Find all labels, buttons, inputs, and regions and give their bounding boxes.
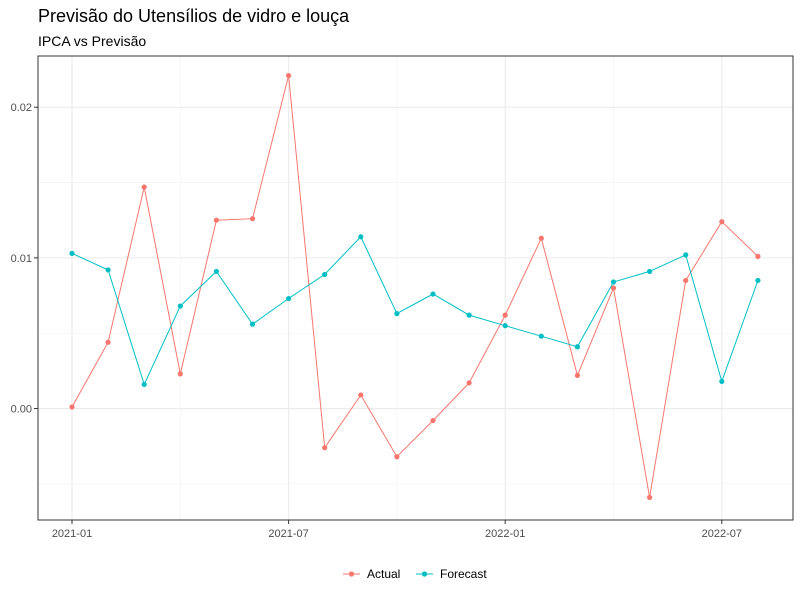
data-point-forecast [574,344,581,350]
series-line-actual [71,75,759,498]
data-point-forecast [502,323,508,329]
chart-subtitle: IPCA vs Previsão [38,33,147,49]
x-tick-label: 2021-07 [268,528,308,540]
data-point-forecast [286,295,292,302]
data-point-forecast [755,277,761,284]
data-point-forecast [177,303,183,309]
data-point-forecast [538,333,544,339]
data-point-forecast [322,271,328,278]
y-tick-label: 0.00 [11,404,32,416]
data-point-forecast [647,268,653,275]
legend-key-point [348,571,355,577]
data-point-actual [755,253,761,259]
x-axis-tick-labels: 2021-01 2021-07 2022-01 2022-07 [52,528,742,540]
data-point-actual [719,219,725,225]
series-points [69,72,761,501]
major-gridlines [38,56,793,520]
legend-item-actual: Actual [343,567,400,581]
data-point-actual [105,339,111,345]
data-point-actual [358,392,364,398]
data-point-forecast [141,381,147,388]
data-point-forecast [610,279,617,285]
minor-gridlines [38,56,793,520]
y-tick-label: 0.02 [11,102,32,114]
legend: Actual Forecast [343,567,487,581]
legend-item-forecast: Forecast [416,567,487,581]
data-point-actual [683,277,689,284]
data-point-forecast [719,378,725,385]
data-point-forecast [466,312,472,318]
data-point-actual [177,371,183,377]
data-point-actual [647,494,653,501]
data-point-actual [466,380,472,386]
y-tick-label: 0.01 [11,253,32,265]
data-point-forecast [358,234,364,240]
data-point-forecast [394,311,400,317]
data-point-actual [141,184,147,190]
data-point-forecast [430,291,436,297]
data-point-forecast [69,250,75,256]
data-point-actual [322,445,328,451]
plot-panel-border [37,55,794,521]
legend-label: Forecast [440,567,487,581]
x-tick-label: 2022-01 [485,528,525,540]
data-point-forecast [249,321,256,327]
axis-ticks [34,106,723,524]
data-point-actual [574,372,581,378]
data-point-actual [286,72,292,79]
data-point-actual [394,454,400,460]
series-lines [71,75,759,498]
data-point-actual [249,216,256,222]
legend-key-point [421,571,428,577]
data-point-actual [502,312,508,318]
x-tick-label: 2022-07 [702,528,742,540]
data-point-forecast [213,268,219,275]
data-point-forecast [683,252,689,258]
series-line-forecast [71,235,759,386]
data-point-actual [538,235,544,241]
chart-title: Previsão do Utensílios de vidro e louça [38,6,350,26]
x-tick-label: 2021-01 [52,528,92,540]
data-point-actual [430,417,436,424]
data-point-actual [610,285,617,291]
data-point-actual [69,404,75,410]
data-point-forecast [105,267,111,273]
legend-label: Actual [367,567,400,581]
data-point-actual [213,217,219,223]
y-axis-tick-labels: 0.00 0.01 0.02 [11,102,32,415]
